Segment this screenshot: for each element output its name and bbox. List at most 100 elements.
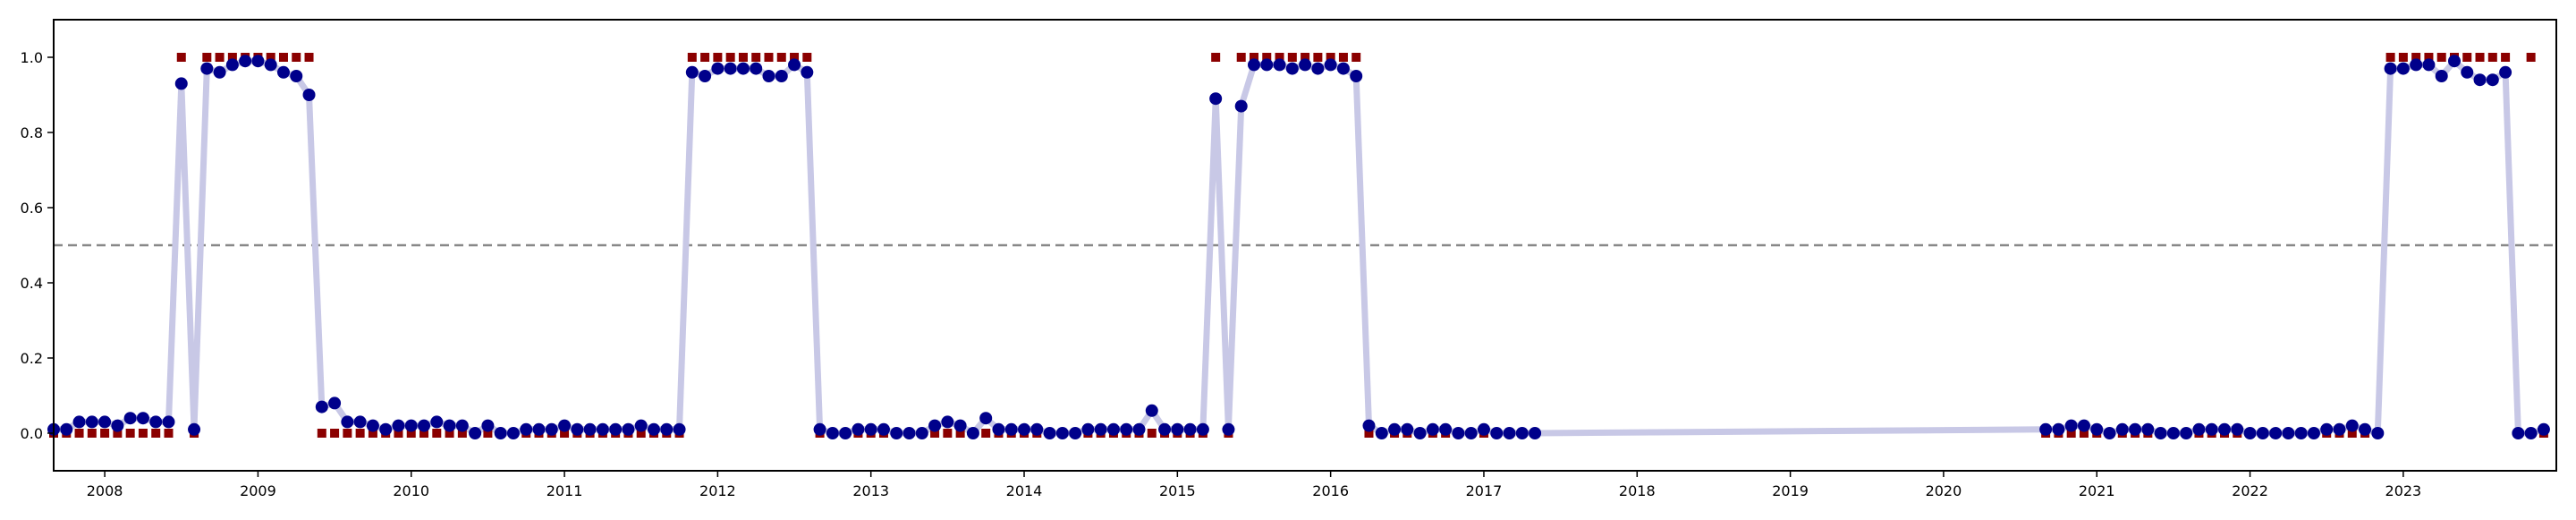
actual-marker bbox=[981, 429, 991, 438]
predicted-marker bbox=[60, 422, 73, 436]
predicted-marker bbox=[2180, 427, 2193, 439]
predicted-marker bbox=[2473, 73, 2487, 87]
plot-frame bbox=[53, 19, 2557, 472]
x-tick-label: 2016 bbox=[1312, 482, 1349, 499]
predicted-marker bbox=[660, 422, 674, 436]
predicted-marker bbox=[2447, 55, 2461, 68]
predicted-marker bbox=[1413, 427, 1427, 439]
actual-marker bbox=[138, 429, 148, 438]
predicted-marker bbox=[2537, 422, 2550, 436]
predicted-marker bbox=[877, 422, 890, 436]
predicted-marker bbox=[1388, 422, 1402, 436]
predicted-marker bbox=[315, 400, 328, 413]
predicted-marker bbox=[123, 412, 137, 425]
x-tick-label: 2009 bbox=[240, 482, 276, 499]
actual-marker bbox=[266, 53, 275, 62]
predicted-marker bbox=[2359, 422, 2372, 436]
predicted-marker bbox=[2486, 73, 2499, 87]
predicted-marker bbox=[2499, 65, 2512, 79]
predicted-marker bbox=[328, 396, 342, 410]
predicted-marker bbox=[788, 58, 801, 72]
predicted-marker bbox=[2141, 422, 2155, 436]
predicted-marker bbox=[864, 422, 877, 436]
actual-marker bbox=[343, 429, 352, 438]
y-tick-label: 0.8 bbox=[21, 124, 43, 141]
predicted-markers-layer bbox=[47, 55, 2550, 439]
predicted-marker bbox=[1350, 70, 1363, 82]
predicted-marker bbox=[1081, 422, 1095, 436]
actual-marker bbox=[2385, 53, 2395, 62]
predicted-marker bbox=[826, 427, 839, 439]
predicted-marker bbox=[1196, 422, 1209, 436]
predicted-marker bbox=[2461, 65, 2474, 79]
predicted-marker bbox=[1439, 422, 1453, 436]
predicted-marker bbox=[1285, 62, 1299, 75]
actual-marker bbox=[304, 53, 314, 62]
predicted-marker bbox=[890, 427, 903, 439]
actual-marker bbox=[930, 429, 940, 438]
predicted-marker bbox=[520, 422, 533, 436]
predicted-marker bbox=[1004, 422, 1018, 436]
predicted-marker bbox=[1426, 422, 1439, 436]
actual-marker bbox=[457, 429, 467, 438]
actual-marker bbox=[1211, 53, 1221, 62]
predicted-marker bbox=[1477, 422, 1490, 436]
actual-marker bbox=[2411, 53, 2421, 62]
predicted-marker bbox=[149, 415, 163, 429]
predicted-marker bbox=[1132, 422, 1146, 436]
actual-marker bbox=[560, 429, 570, 438]
predicted-marker bbox=[1362, 419, 1376, 432]
x-tick-label: 2019 bbox=[1772, 482, 1809, 499]
y-tick-label: 0.2 bbox=[21, 350, 43, 367]
predicted-marker bbox=[225, 58, 239, 72]
predicted-marker bbox=[852, 422, 865, 436]
predicted-marker bbox=[1273, 58, 1286, 72]
predicted-marker bbox=[2256, 427, 2269, 439]
actual-marker bbox=[2462, 53, 2472, 62]
actual-marker bbox=[751, 53, 761, 62]
x-tick-label: 2021 bbox=[2079, 482, 2115, 499]
predicted-marker bbox=[1222, 422, 1235, 436]
predicted-marker bbox=[2345, 419, 2359, 432]
predicted-marker bbox=[1311, 62, 1325, 75]
predicted-marker bbox=[2396, 62, 2410, 75]
predicted-marker bbox=[2154, 427, 2167, 439]
predicted-marker bbox=[1120, 422, 1133, 436]
predicted-marker bbox=[902, 427, 916, 439]
predicted-marker bbox=[532, 422, 546, 436]
actual-marker bbox=[802, 53, 812, 62]
predicted-marker bbox=[1209, 92, 1223, 106]
predicted-marker bbox=[1324, 58, 1337, 72]
predicted-marker bbox=[2090, 422, 2104, 436]
actual-marker bbox=[1338, 53, 1348, 62]
predicted-marker bbox=[1234, 99, 1248, 113]
predicted-marker bbox=[506, 427, 520, 439]
x-tick-label: 2015 bbox=[1159, 482, 1196, 499]
predicted-marker bbox=[979, 412, 993, 425]
actual-marker bbox=[943, 429, 953, 438]
predicted-marker bbox=[264, 58, 277, 72]
actual-marker bbox=[406, 429, 416, 438]
x-tick-label: 2018 bbox=[1619, 482, 1656, 499]
predicted-marker bbox=[341, 415, 354, 429]
predicted-marker bbox=[2218, 422, 2232, 436]
actual-marker bbox=[1147, 429, 1157, 438]
actual-marker bbox=[355, 429, 365, 438]
predicted-marker bbox=[162, 415, 175, 429]
predicted-marker bbox=[1106, 422, 1120, 436]
actual-marker bbox=[278, 53, 288, 62]
predicted-marker bbox=[571, 422, 584, 436]
actual-marker bbox=[151, 429, 161, 438]
predicted-marker bbox=[1336, 62, 1350, 75]
y-tick-label: 1.0 bbox=[21, 49, 43, 66]
predicted-marker bbox=[404, 419, 418, 432]
predicted-marker bbox=[213, 65, 226, 79]
actual-marker bbox=[227, 53, 237, 62]
predicted-marker bbox=[418, 419, 431, 432]
actual-marker bbox=[2436, 53, 2446, 62]
predicted-marker bbox=[558, 419, 572, 432]
predicted-marker bbox=[1452, 427, 1465, 439]
actual-marker bbox=[113, 429, 123, 438]
actual-marker bbox=[2079, 429, 2089, 438]
